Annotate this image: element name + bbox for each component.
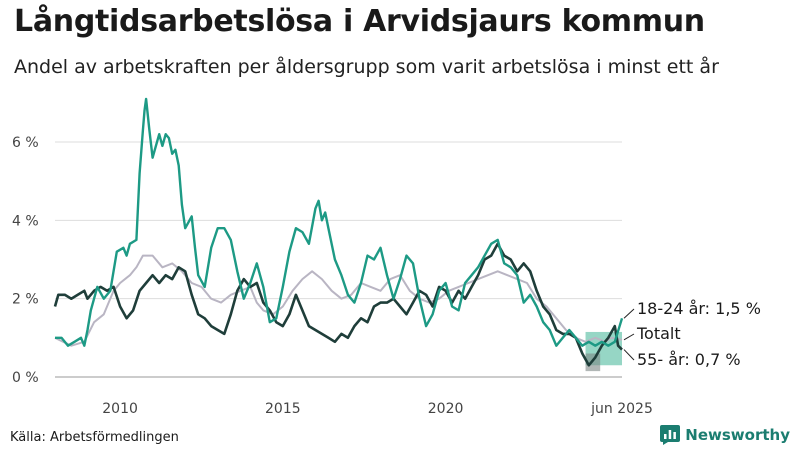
band-layer [585, 331, 622, 372]
x-tick-label: 2010 [102, 401, 138, 417]
x-tick-label: jun 2025 [590, 401, 653, 417]
grid-layer: 0 % 2 % 4 % 6 % 2010 2015 2020 jun 2025 [12, 135, 653, 417]
end-label-leader [623, 349, 635, 361]
source-note: Källa: Arbetsförmedlingen [10, 430, 179, 445]
chart-title: Långtidsarbetslösa i Arvidsjaurs kommun [14, 4, 705, 39]
brand-logo[interactable]: Newsworthy [660, 425, 790, 445]
x-tick-label: 2015 [265, 401, 301, 417]
bar-chart-icon [660, 425, 681, 445]
series-line-older [53, 242, 623, 367]
series-layer [53, 97, 624, 367]
y-tick-label: 0 % [12, 370, 39, 386]
brand-name: Newsworthy [685, 426, 790, 444]
x-tick-label: 2020 [428, 401, 464, 417]
end-label-total: Totalt [636, 324, 681, 343]
y-tick-label: 4 % [12, 213, 39, 229]
y-tick-label: 2 % [12, 292, 39, 308]
series-line-youth [55, 97, 624, 347]
chart-subtitle: Andel av arbetskraften per åldersgrupp s… [14, 56, 719, 78]
end-label-older: 55- år: 0,7 % [637, 350, 741, 369]
y-tick-label: 6 % [12, 135, 39, 151]
series-line-total [54, 254, 623, 347]
label-layer: Totalt 55- år: 0,7 % 18-24 år: 1,5 % [623, 299, 761, 369]
end-label-leader [623, 333, 635, 341]
end-label-leader [623, 308, 635, 319]
end-label-youth: 18-24 år: 1,5 % [637, 299, 761, 318]
